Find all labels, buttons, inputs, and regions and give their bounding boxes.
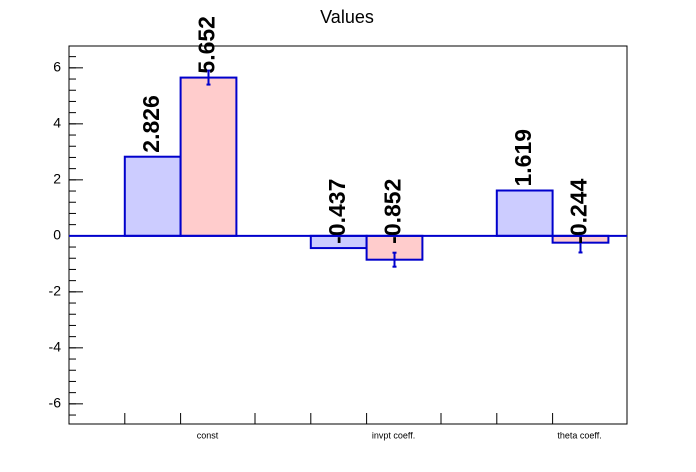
bar <box>179 76 238 237</box>
bar <box>495 189 554 237</box>
value-label: 1.619 <box>510 129 536 187</box>
y-tick-label: -6 <box>49 395 62 411</box>
y-tick-label: -2 <box>49 283 62 299</box>
x-tick-label: theta coeff. <box>557 430 601 440</box>
bar <box>123 155 182 237</box>
value-label: -0.244 <box>566 178 592 243</box>
value-label: -0.437 <box>324 179 350 244</box>
y-tick-label: -4 <box>49 339 62 355</box>
chart-title: Values <box>320 7 374 27</box>
value-label: 5.652 <box>194 16 220 74</box>
y-tick-label: 0 <box>53 227 61 243</box>
y-tick-label: 4 <box>53 115 61 131</box>
x-tick-label: invpt coeff. <box>372 430 415 440</box>
x-tick-label: const <box>197 430 219 440</box>
value-label: -0.852 <box>380 179 406 244</box>
y-tick-label: 6 <box>53 59 61 75</box>
value-label: 2.826 <box>138 95 164 153</box>
y-tick-label: 2 <box>53 171 61 187</box>
